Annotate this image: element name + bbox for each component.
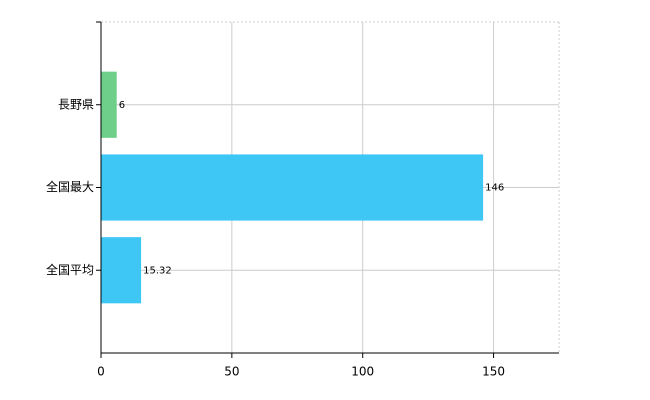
x-tick-label: 150 — [482, 365, 505, 379]
value-label: 146 — [485, 183, 504, 194]
y-tick-label: 全国平均 — [46, 262, 94, 277]
value-label: 6 — [119, 100, 125, 111]
y-tick-label: 長野県 — [58, 97, 94, 111]
bar — [101, 154, 484, 221]
bar — [101, 237, 142, 304]
bar — [101, 71, 117, 138]
y-tick-label: 全国最大 — [46, 179, 94, 194]
x-tick-label: 100 — [351, 365, 374, 379]
value-label: 15.32 — [143, 265, 172, 276]
x-tick-label: 50 — [224, 365, 239, 379]
x-tick-label: 0 — [97, 365, 105, 379]
